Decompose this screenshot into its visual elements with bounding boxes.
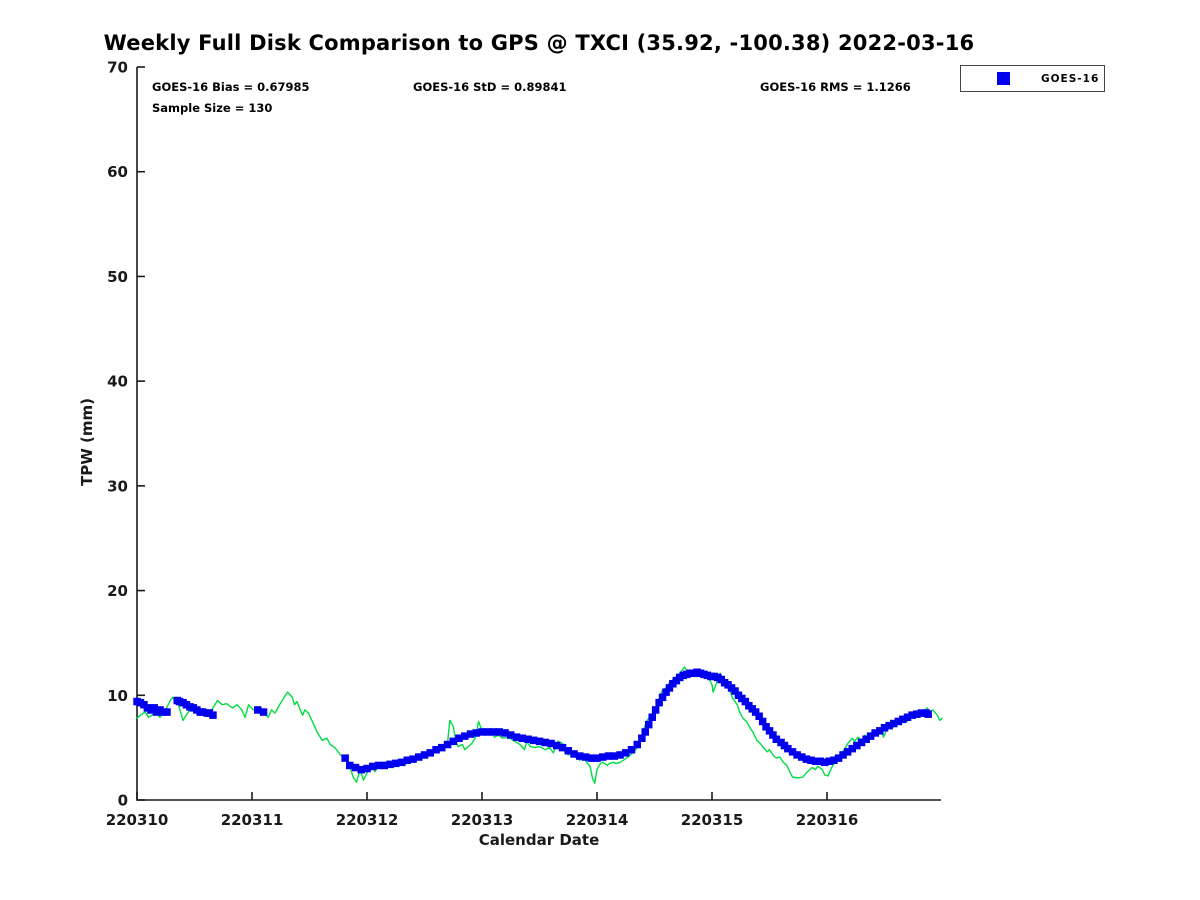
- y-tick-label: 40: [107, 373, 128, 391]
- stat-bias: GOES-16 Bias = 0.67985: [152, 80, 310, 94]
- x-tick-label: 220316: [796, 811, 859, 829]
- y-tick-label: 70: [107, 59, 128, 77]
- y-tick-label: 0: [118, 792, 128, 810]
- x-tick-label: 220315: [681, 811, 744, 829]
- y-tick-label: 30: [107, 477, 128, 495]
- x-tick-label: 220312: [336, 811, 399, 829]
- goes16-marker-series: [133, 668, 932, 774]
- chart-title: Weekly Full Disk Comparison to GPS @ TXC…: [103, 31, 975, 55]
- x-tick-label: 220313: [451, 811, 514, 829]
- y-tick-label: 50: [107, 268, 128, 286]
- stat-rms: GOES-16 RMS = 1.1266: [760, 80, 911, 94]
- y-tick-label: 20: [107, 582, 128, 600]
- axes: [136, 67, 941, 801]
- x-tick-label: 220310: [106, 811, 169, 829]
- stat-sample-size: Sample Size = 130: [152, 101, 273, 115]
- legend-goes16-square-icon: [997, 72, 1010, 85]
- y-tick-label: 10: [107, 687, 128, 705]
- legend-box: GOES-16: [960, 65, 1105, 92]
- stat-std: GOES-16 StD = 0.89841: [413, 80, 567, 94]
- x-axis-label: Calendar Date: [478, 831, 600, 849]
- legend-goes16-label: GOES-16: [1041, 72, 1100, 85]
- x-tick-label: 220311: [221, 811, 284, 829]
- x-tick-label: 220314: [566, 811, 629, 829]
- x-axis-ticks: 220310 220311 220312 220313 220314 220315 2203…: [106, 792, 859, 829]
- y-axis-ticks: 0 10 20 30 40 50 60 70: [107, 59, 145, 810]
- y-tick-label: 60: [107, 163, 128, 181]
